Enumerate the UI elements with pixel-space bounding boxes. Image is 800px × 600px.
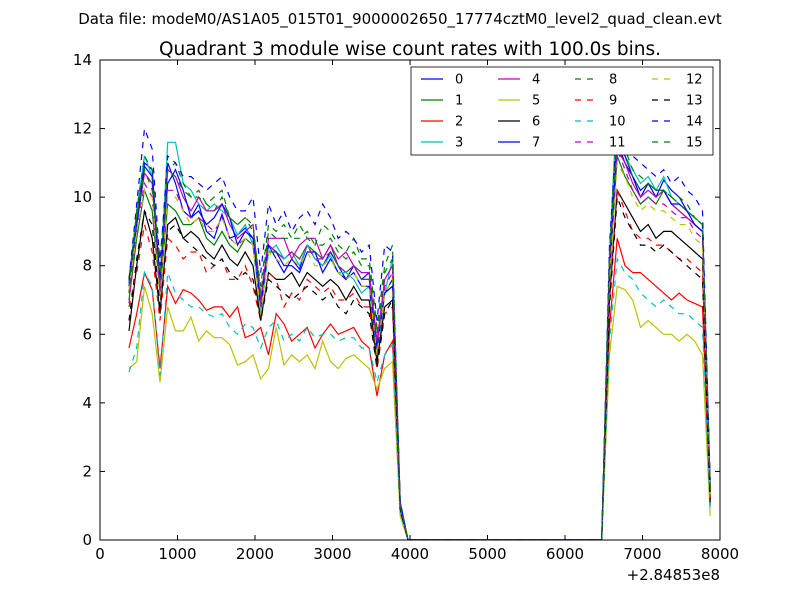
legend-label-15: 15 bbox=[686, 136, 703, 151]
legend-box bbox=[410, 66, 714, 156]
x-tick-label: 8000 bbox=[701, 545, 739, 563]
legend-label-8: 8 bbox=[609, 73, 617, 88]
x-tick-label: 7000 bbox=[623, 545, 661, 563]
series-line-13 bbox=[128, 196, 711, 540]
legend-label-12: 12 bbox=[686, 73, 703, 88]
x-tick-label: 4000 bbox=[391, 545, 429, 563]
y-tick-label: 2 bbox=[82, 462, 92, 480]
x-tick-label: 3000 bbox=[313, 545, 351, 563]
legend-label-9: 9 bbox=[609, 94, 617, 109]
legend-label-6: 6 bbox=[532, 115, 540, 130]
file-suptitle: Data file: modeM0/AS1A05_015T01_90000026… bbox=[78, 10, 722, 29]
x-tick-label: 0 bbox=[95, 545, 105, 563]
y-tick-label: 14 bbox=[73, 51, 92, 69]
axis-ticks: 0 1000 2000 3000 4000 5000 6000 7000 80000246810… bbox=[73, 51, 739, 563]
legend-label-4: 4 bbox=[532, 73, 540, 88]
x-tick-label: 2000 bbox=[236, 545, 274, 563]
chart-title: Quadrant 3 module wise count rates with … bbox=[159, 39, 661, 60]
y-tick-label: 0 bbox=[82, 531, 92, 549]
legend-label-13: 13 bbox=[686, 94, 703, 109]
y-tick-label: 8 bbox=[82, 257, 92, 275]
legend-label-0: 0 bbox=[455, 73, 463, 88]
y-tick-label: 6 bbox=[82, 325, 92, 343]
y-tick-label: 4 bbox=[82, 394, 92, 412]
legend-label-3: 3 bbox=[455, 136, 463, 151]
series-line-2 bbox=[128, 238, 711, 540]
x-tick-label: 5000 bbox=[468, 545, 506, 563]
x-tick-label: 6000 bbox=[546, 545, 584, 563]
series-lines bbox=[128, 94, 711, 540]
legend-label-2: 2 bbox=[455, 115, 463, 130]
x-tick-label: 1000 bbox=[158, 545, 196, 563]
y-tick-label: 12 bbox=[73, 120, 92, 138]
series-line-5 bbox=[128, 285, 711, 540]
series-line-9 bbox=[128, 190, 711, 540]
series-line-15 bbox=[128, 135, 711, 540]
legend-label-11: 11 bbox=[609, 136, 626, 151]
legend-label-10: 10 bbox=[609, 115, 626, 130]
x-offset-label: +2.84853e8 bbox=[627, 566, 720, 584]
legend-label-1: 1 bbox=[455, 94, 463, 109]
legend-label-7: 7 bbox=[532, 136, 540, 151]
series-line-8 bbox=[128, 121, 711, 540]
legend-label-5: 5 bbox=[532, 94, 540, 109]
y-tick-label: 10 bbox=[73, 188, 92, 206]
legend-label-14: 14 bbox=[686, 115, 703, 130]
